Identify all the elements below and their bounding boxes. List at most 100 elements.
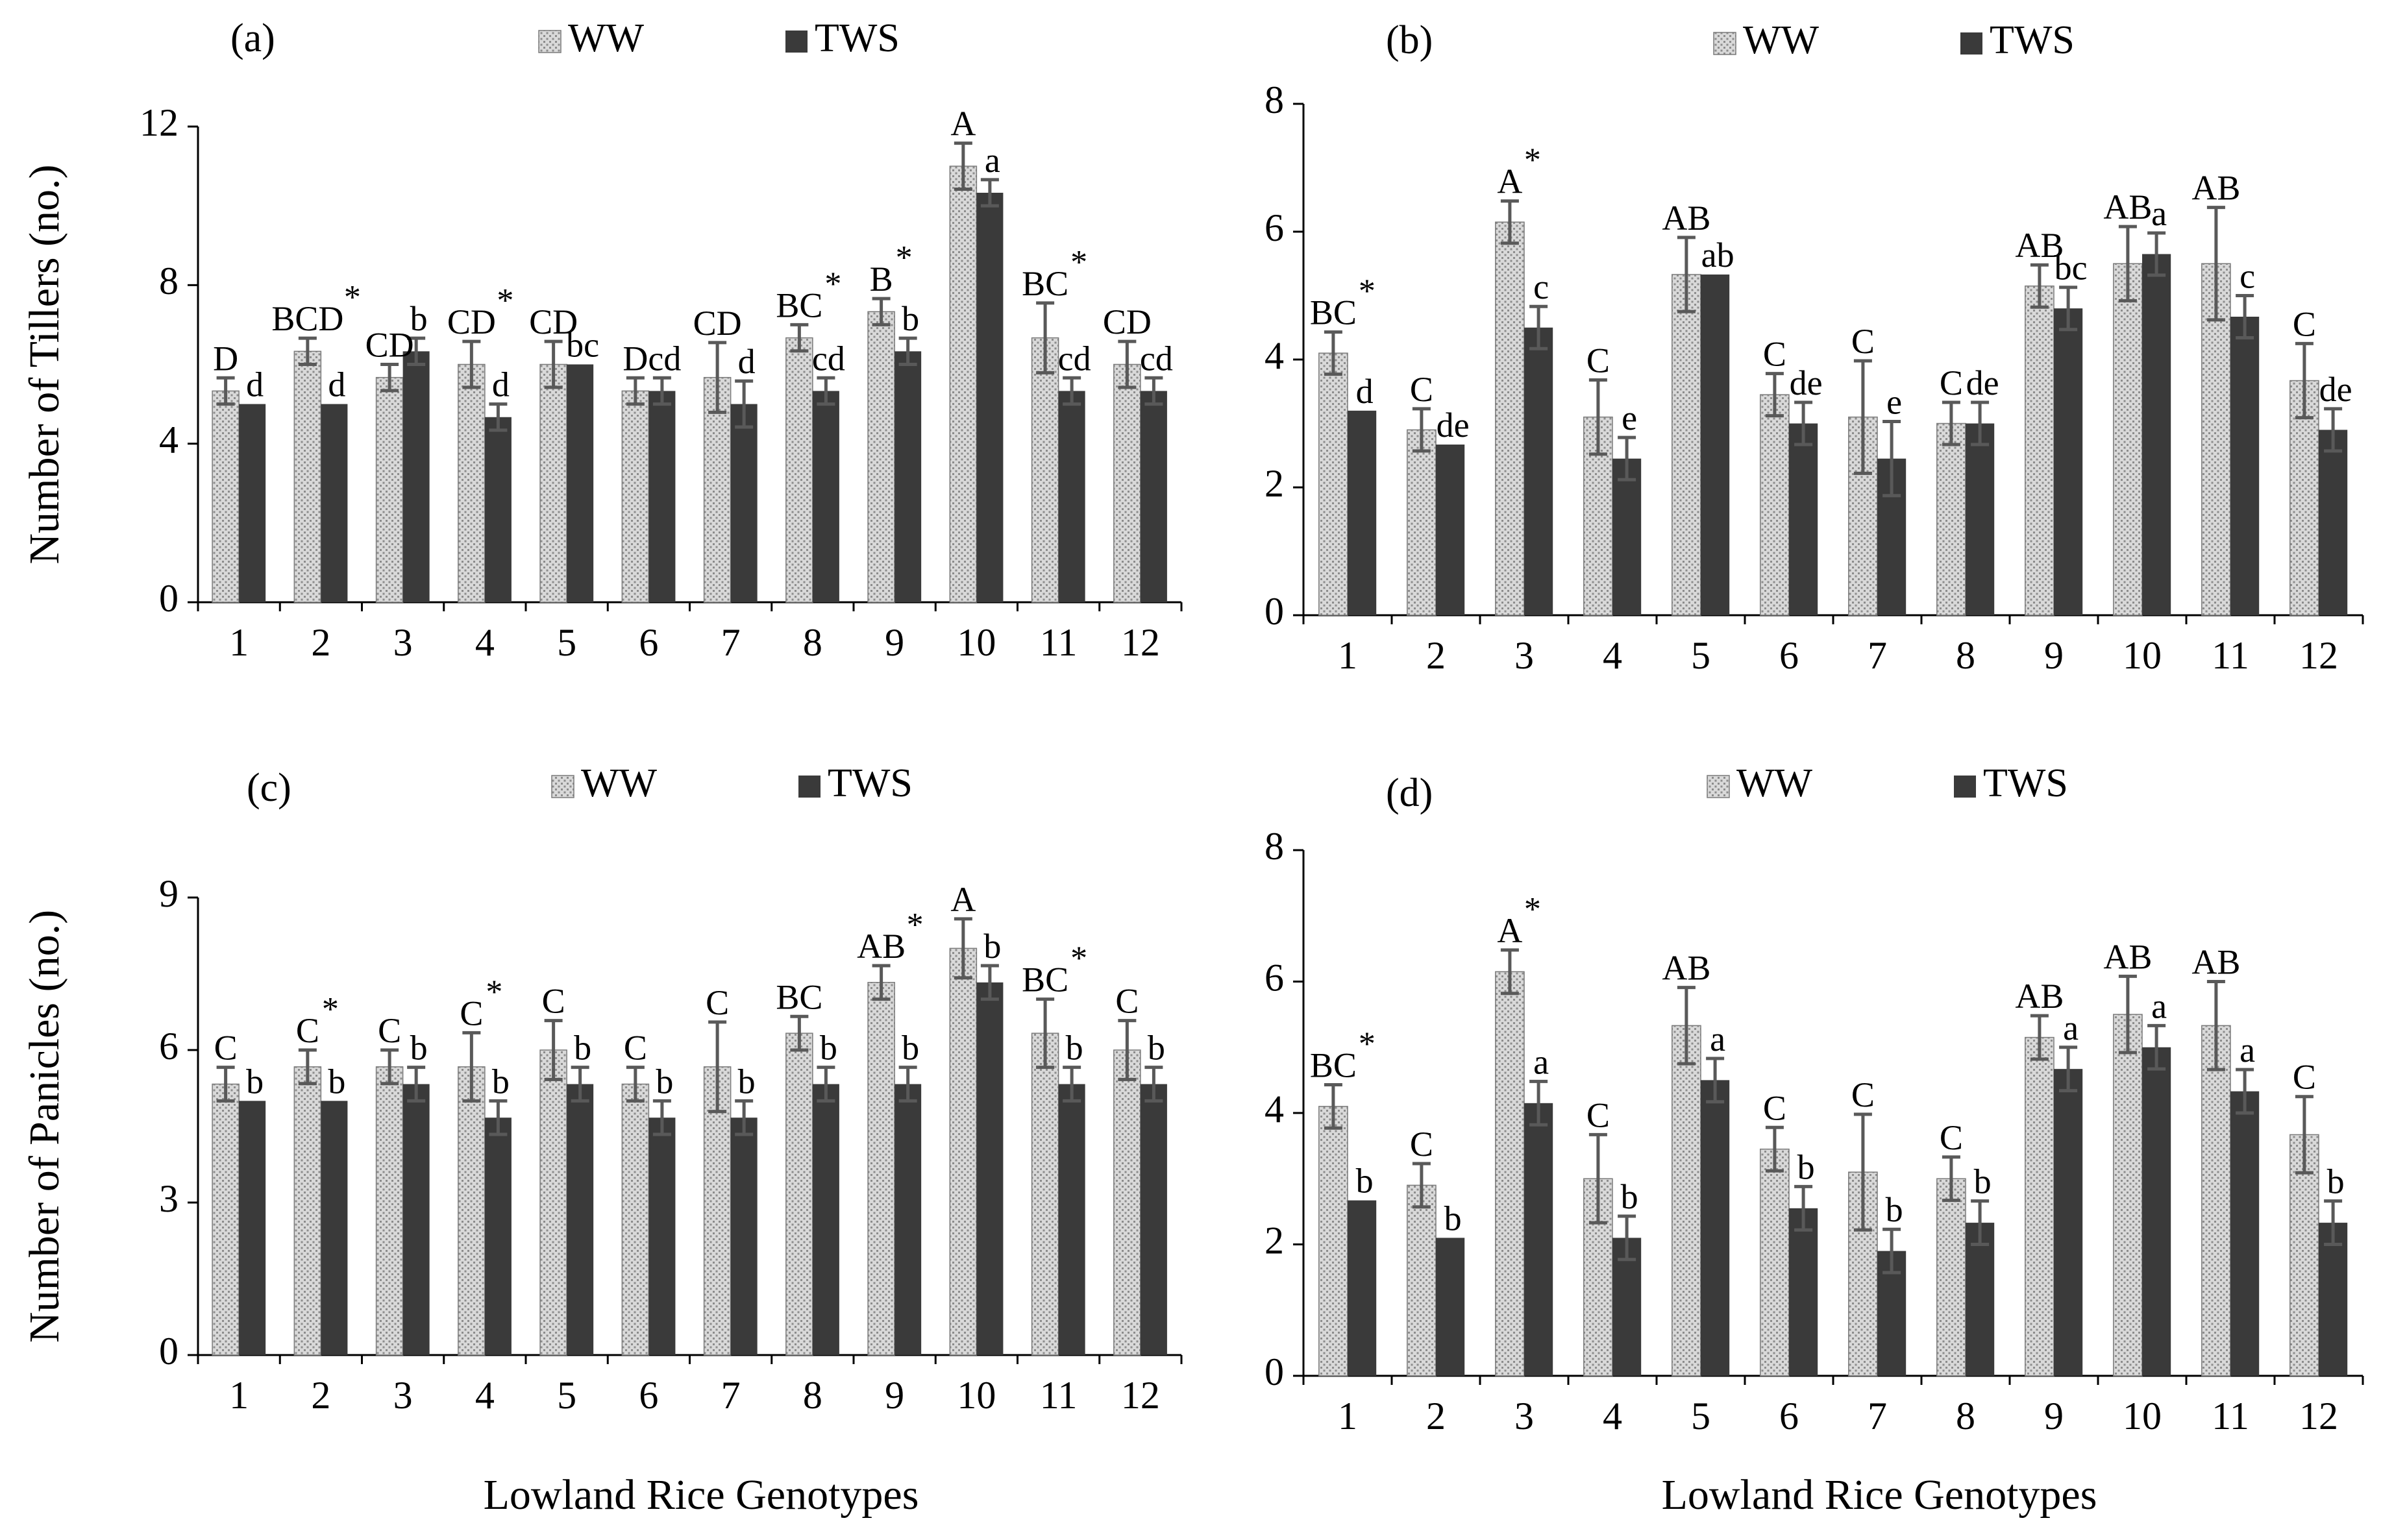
y-tick-label: 4 (1265, 1088, 1284, 1131)
error-bar-ww-2 (1412, 407, 1431, 453)
bar-tws-10 (2142, 1047, 2171, 1376)
error-bar-tws-10 (2147, 1023, 2166, 1071)
bar-ww-12 (1113, 1049, 1141, 1356)
error-bar-tws-4 (1618, 1214, 1636, 1262)
tws-letter-label: b (246, 1062, 264, 1101)
ww-letter-label: A (1497, 162, 1522, 201)
y-tick-label: 0 (1265, 1351, 1284, 1393)
error-bar-ww-3 (1500, 199, 1519, 245)
bar-ww-6 (1760, 394, 1790, 616)
bar-ww-2 (1407, 429, 1437, 616)
tws-letter-label: d (492, 365, 510, 404)
x-tick-label: 9 (2044, 634, 2064, 677)
x-axis-label-right: Lowland Rice Genotypes (1662, 1471, 2097, 1519)
bar-ww-9 (867, 982, 895, 1356)
error-bar-ww-1 (216, 376, 235, 406)
error-bar-tws-9 (898, 336, 917, 366)
error-bar-ww-7 (708, 341, 727, 414)
y-tick-label: 3 (159, 1177, 179, 1220)
ww-letter-label: C (1586, 1095, 1610, 1134)
tws-letter-label: e (1622, 398, 1637, 437)
tws-letter-label: b (1356, 1162, 1374, 1201)
bar-ww-12 (1113, 363, 1141, 603)
legend-swatch-tws (1954, 776, 1976, 798)
legend-label-tws: TWS (815, 16, 900, 60)
error-bar-ww-11 (1036, 997, 1055, 1069)
tws-letter-label: de (1437, 406, 1470, 445)
bar-ww-7 (703, 376, 732, 603)
tws-letter-label: bc (566, 326, 599, 365)
bar-tws-6 (1789, 1208, 1818, 1376)
bar-ww-5 (1672, 274, 1701, 616)
tws-letter-label: a (2151, 986, 2167, 1025)
error-bar-tws-9 (2059, 1045, 2078, 1093)
bar-tws-10 (976, 193, 1004, 602)
bar-tws-9 (2054, 308, 2083, 615)
error-bar-ww-8 (1942, 1155, 1960, 1203)
legend-label-ww: WW (1743, 18, 1820, 62)
tws-letter-label: b (1797, 1147, 1815, 1186)
error-bar-tws-10 (980, 178, 999, 208)
ww-letter-label: C (296, 1011, 319, 1050)
x-tick-label: 2 (1426, 634, 1446, 677)
error-bar-ww-2 (1412, 1162, 1431, 1209)
x-tick-label: 8 (803, 621, 822, 664)
bar-ww-10 (2113, 263, 2143, 616)
bar-ww-11 (2201, 263, 2231, 616)
bar-tws-4 (484, 417, 512, 602)
error-bar-ww-1 (1324, 1082, 1342, 1130)
legend-label-tws: TWS (1990, 18, 2075, 62)
bar-ww-4 (458, 363, 486, 603)
x-tick-label: 3 (1514, 634, 1534, 677)
x-tick-label: 9 (2044, 1395, 2064, 1437)
bar-ww-4 (458, 1066, 486, 1356)
chart-panel-3: (d)024681BCb*2Cb3Aa*4Cb5ABa6Cb7Cb8Cb9ABa… (1265, 761, 2364, 1437)
ww-letter-label: BC (776, 286, 822, 324)
bar-tws-6 (648, 391, 676, 602)
error-bar-ww-10 (954, 917, 972, 980)
ww-letter-label: CD (693, 304, 742, 343)
bar-tws-12 (2319, 1223, 2348, 1376)
legend: WW TWS (538, 16, 900, 60)
significance-star: * (344, 279, 361, 316)
tws-letter-label: b (1886, 1190, 1903, 1229)
legend: WW TWS (1707, 761, 2068, 805)
error-bar-tws-8 (817, 1066, 835, 1103)
error-bar-tws-12 (2324, 407, 2343, 453)
x-tick-label: 4 (475, 621, 495, 664)
error-bar-tws-5 (1706, 1057, 1725, 1104)
error-bar-ww-5 (1677, 986, 1696, 1066)
x-tick-label: 6 (639, 621, 658, 664)
error-bar-ww-3 (380, 363, 399, 393)
bar-ww-11 (2201, 1025, 2231, 1376)
ww-letter-label: C (1115, 982, 1139, 1021)
ww-letter-label: AB (2191, 169, 2240, 208)
error-bar-ww-4 (462, 339, 481, 389)
tws-letter-label: b (1066, 1029, 1083, 1068)
tws-letter-label: b (1621, 1177, 1638, 1216)
x-tick-label: 4 (1603, 1395, 1622, 1437)
tws-letter-label: de (1966, 363, 1999, 402)
ww-letter-label: AB (857, 927, 906, 966)
tws-letter-label: d (328, 365, 345, 404)
bar-tws-1 (1348, 410, 1377, 615)
significance-star: * (322, 991, 339, 1028)
ww-letter-label: BC (776, 977, 822, 1016)
y-tick-label: 9 (159, 872, 179, 915)
legend: WW TWS (1713, 18, 2075, 62)
bar-tws-6 (1789, 423, 1818, 615)
bar-ww-1 (212, 390, 240, 603)
ww-letter-label: C (542, 982, 565, 1021)
ww-letter-label: CD (1103, 302, 1152, 341)
error-bar-ww-4 (1588, 378, 1607, 456)
error-bar-ww-7 (708, 1020, 727, 1114)
y-tick-label: 4 (1265, 334, 1284, 377)
error-bar-tws-12 (2324, 1199, 2343, 1246)
bar-tws-1 (1348, 1200, 1377, 1376)
ww-letter-label: C (2293, 1058, 2316, 1097)
ww-letter-label: BC (1022, 264, 1068, 303)
ww-letter-label: C (1851, 322, 1875, 361)
bar-tws-5 (567, 364, 594, 602)
ww-letter-label: BC (1022, 960, 1068, 999)
ww-letter-label: CD (447, 302, 496, 341)
